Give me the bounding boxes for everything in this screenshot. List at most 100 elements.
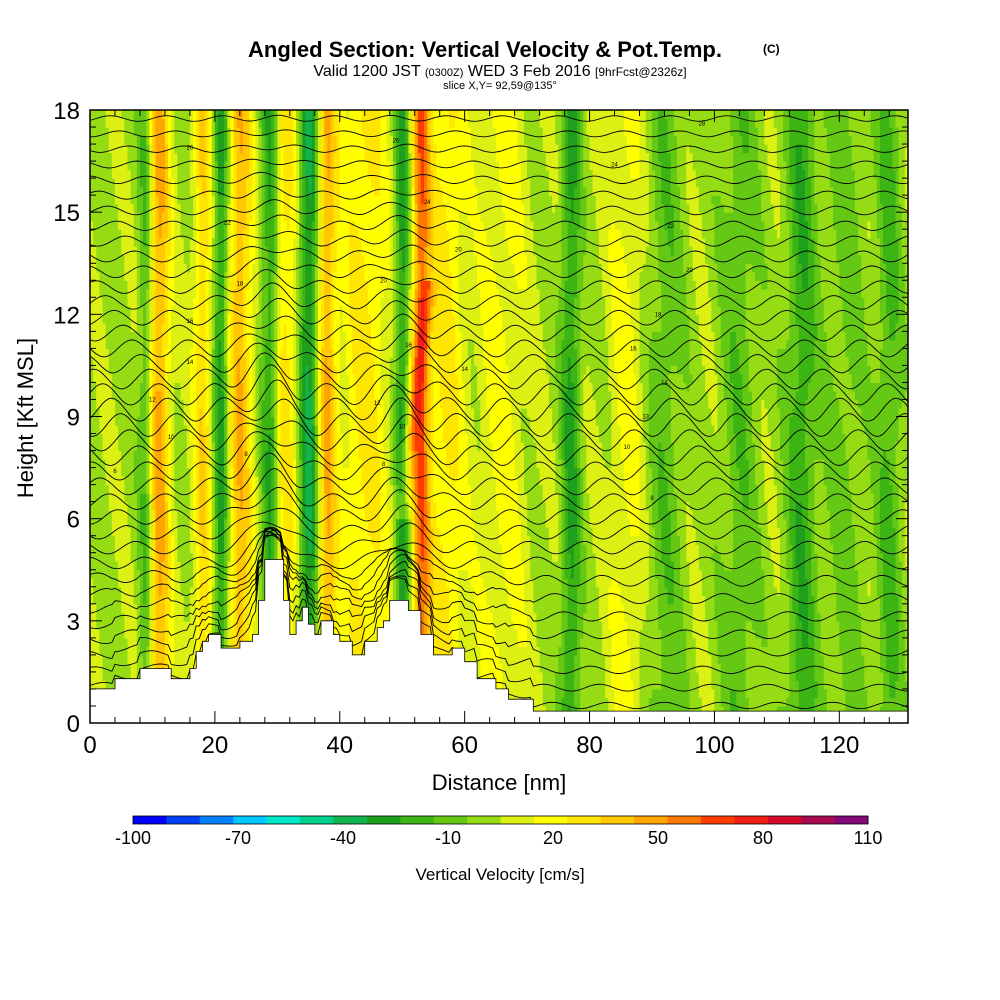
velocity-cell	[96, 263, 100, 273]
velocity-cell	[149, 561, 154, 571]
velocity-cell	[121, 671, 125, 682]
velocity-cell	[121, 246, 125, 256]
velocity-cell	[99, 254, 104, 264]
velocity-cell	[102, 203, 107, 213]
velocity-cell	[136, 569, 141, 579]
velocity-cell	[90, 612, 94, 622]
velocity-cell	[136, 314, 141, 324]
velocity-cell	[149, 663, 154, 673]
velocity-cell	[149, 195, 154, 205]
velocity-cell	[102, 399, 107, 409]
velocity-cell	[102, 195, 107, 205]
velocity-cell	[99, 348, 104, 358]
velocity-cell	[118, 569, 122, 579]
velocity-cell	[158, 186, 163, 196]
velocity-cell	[149, 135, 154, 145]
velocity-cell	[155, 620, 160, 630]
velocity-cell	[90, 144, 94, 154]
velocity-cell	[158, 484, 163, 494]
velocity-cell	[118, 510, 122, 520]
velocity-cell	[93, 152, 97, 162]
velocity-cell	[127, 348, 132, 358]
velocity-cell	[155, 612, 160, 622]
velocity-cell	[90, 356, 94, 367]
velocity-cell	[105, 220, 110, 230]
velocity-cell	[105, 544, 110, 554]
velocity-cell	[99, 680, 104, 690]
velocity-cell	[127, 365, 132, 375]
velocity-cell	[152, 425, 157, 435]
velocity-cell	[143, 450, 147, 460]
velocity-cell	[139, 450, 144, 460]
velocity-cell	[152, 654, 157, 664]
velocity-cell	[118, 237, 122, 247]
velocity-cell	[102, 612, 107, 622]
velocity-cell	[124, 169, 129, 179]
velocity-cell	[90, 527, 94, 537]
velocity-cell	[90, 433, 94, 443]
velocity-cell	[121, 390, 125, 401]
velocity-cell	[108, 331, 113, 341]
velocity-cell	[118, 322, 122, 332]
velocity-cell	[111, 135, 116, 145]
velocity-cell	[114, 339, 119, 349]
velocity-cell	[111, 416, 116, 426]
velocity-cell	[102, 331, 107, 341]
velocity-cell	[133, 646, 138, 656]
velocity-cell	[102, 493, 107, 503]
velocity-cell	[118, 390, 122, 401]
velocity-cell	[152, 612, 157, 622]
velocity-cell	[124, 254, 129, 264]
velocity-cell	[155, 399, 160, 409]
velocity-cell	[127, 544, 132, 554]
velocity-cell	[108, 195, 113, 205]
velocity-cell	[96, 578, 100, 588]
velocity-cell	[152, 603, 157, 613]
velocity-cell	[136, 620, 141, 630]
velocity-cell	[93, 288, 97, 298]
velocity-cell	[139, 305, 144, 315]
velocity-cell	[90, 484, 94, 494]
velocity-cell	[136, 331, 141, 341]
velocity-cell	[136, 629, 141, 639]
velocity-cell	[102, 161, 107, 171]
velocity-cell	[111, 254, 116, 264]
velocity-cell	[158, 127, 163, 137]
velocity-cell	[158, 118, 163, 128]
subtitle-valid: Valid 1200 JST	[313, 63, 421, 80]
velocity-cell	[121, 595, 125, 605]
velocity-cell	[133, 365, 138, 375]
velocity-cell	[102, 254, 107, 264]
velocity-cell	[127, 288, 132, 298]
velocity-cell	[130, 178, 135, 188]
velocity-cell	[121, 118, 125, 128]
velocity-cell	[136, 646, 141, 656]
velocity-cell	[90, 476, 94, 486]
velocity-cell	[108, 416, 113, 426]
velocity-cell	[93, 305, 97, 315]
velocity-cell	[93, 322, 97, 332]
velocity-cell	[143, 459, 147, 469]
velocity-cell	[102, 654, 107, 664]
velocity-cell	[152, 220, 157, 230]
velocity-cell	[99, 637, 104, 647]
velocity-cell	[133, 535, 138, 545]
velocity-cell	[99, 501, 104, 511]
velocity-cell	[127, 203, 132, 213]
velocity-cell	[155, 135, 160, 145]
velocity-cell	[149, 416, 154, 426]
velocity-cell	[118, 110, 122, 120]
velocity-cell	[139, 297, 144, 307]
velocity-cell	[133, 356, 138, 367]
velocity-cell	[111, 212, 116, 222]
velocity-cell	[152, 110, 157, 120]
velocity-cell	[155, 586, 160, 596]
velocity-cell	[130, 339, 135, 349]
velocity-cell	[111, 263, 116, 273]
velocity-cell	[124, 365, 129, 375]
velocity-cell	[99, 425, 104, 435]
velocity-cell	[118, 169, 122, 179]
velocity-cell	[105, 433, 110, 443]
velocity-cell	[155, 552, 160, 562]
velocity-cell	[146, 152, 150, 162]
